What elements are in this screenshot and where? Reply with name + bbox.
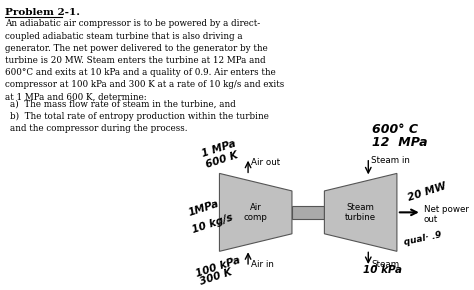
Polygon shape [219,173,292,251]
Text: Steam in: Steam in [371,156,410,165]
Text: Steam
turbine: Steam turbine [345,203,376,222]
Polygon shape [324,173,397,251]
Text: 1 MPa: 1 MPa [201,138,237,159]
Text: 10 kg/s: 10 kg/s [191,212,234,235]
Bar [292,206,324,219]
Text: a)  The mass flow rate of steam in the turbine, and: a) The mass flow rate of steam in the tu… [10,99,236,108]
Text: Net power
out: Net power out [424,204,469,224]
Text: 600 K: 600 K [204,150,239,170]
Text: b)  The total rate of entropy production within the turbine
and the compressor d: b) The total rate of entropy production … [10,112,269,133]
Text: Air out: Air out [251,158,280,167]
Text: 10 kPa: 10 kPa [363,265,401,275]
Text: 300 K: 300 K [199,267,233,287]
Text: qual· .9: qual· .9 [402,230,442,247]
Text: Air
comp: Air comp [244,203,268,222]
Text: 1MPa: 1MPa [187,199,220,218]
Text: 600° C: 600° C [372,123,418,136]
Text: Steam: Steam [371,260,399,269]
Text: 100 kPa: 100 kPa [195,255,242,279]
Text: 20 MW: 20 MW [406,181,447,203]
Text: Problem 2-1.: Problem 2-1. [5,8,80,17]
Text: 12  MPa: 12 MPa [372,136,428,149]
Text: An adiabatic air compressor is to be powered by a direct-
coupled adiabatic stea: An adiabatic air compressor is to be pow… [5,19,284,102]
Text: Air in: Air in [251,260,274,269]
